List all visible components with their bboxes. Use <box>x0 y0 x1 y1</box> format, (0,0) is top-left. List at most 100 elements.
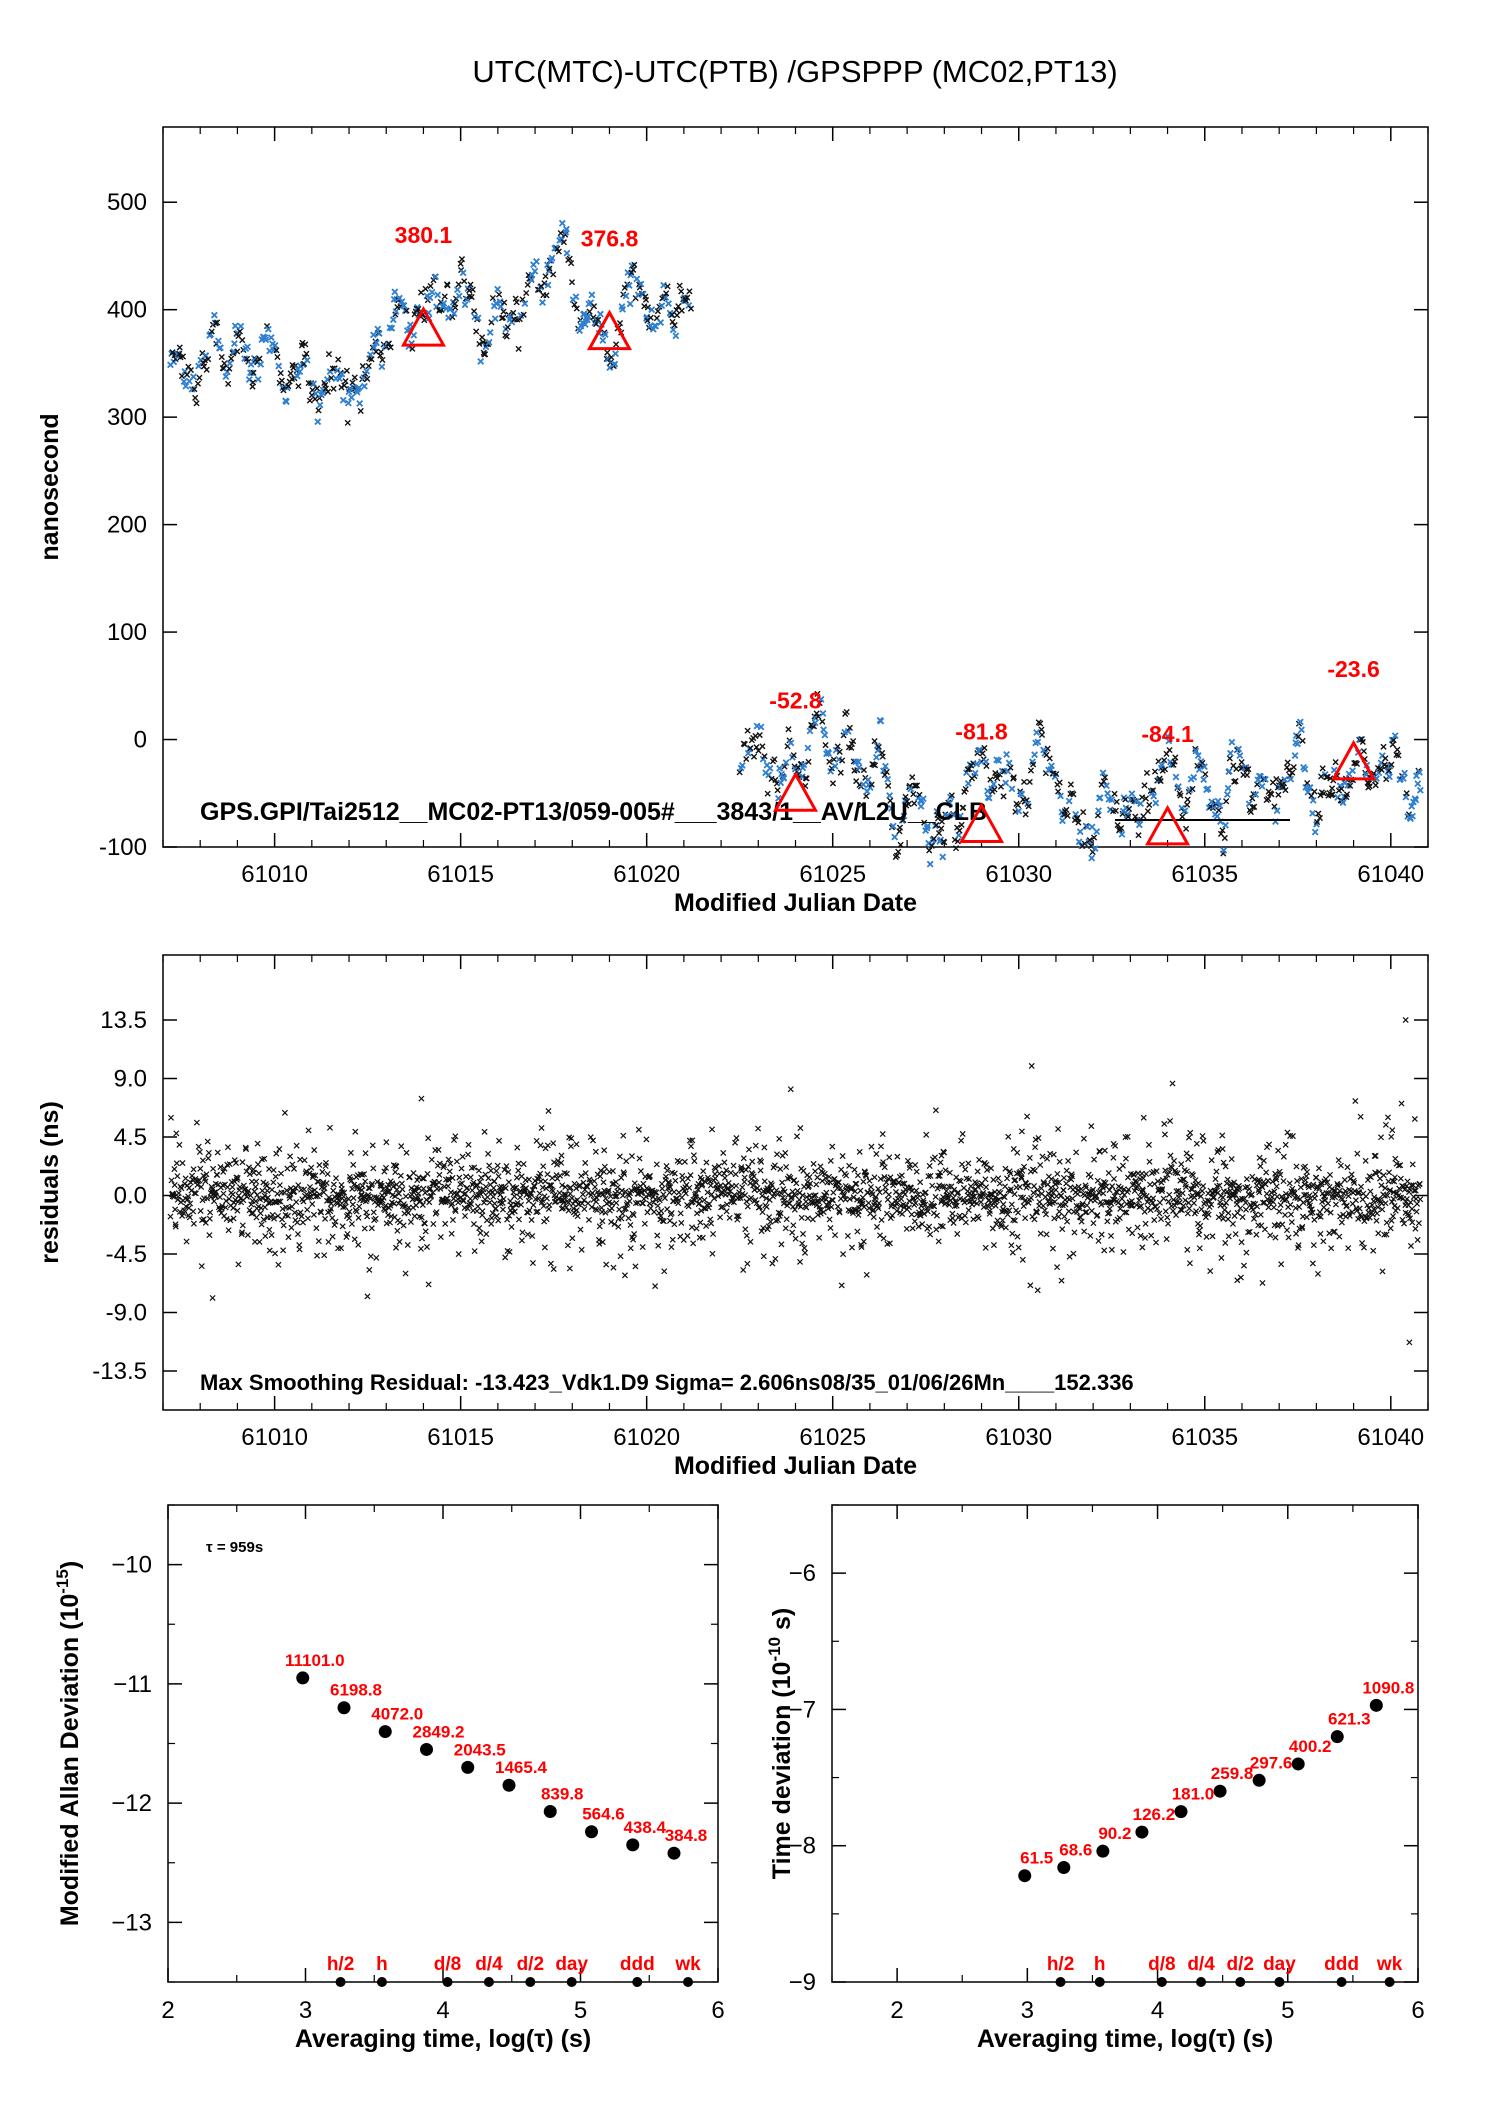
data-point <box>452 304 459 311</box>
data-point <box>1154 1205 1161 1212</box>
data-point <box>759 743 766 750</box>
data-point <box>505 1179 512 1186</box>
data-point <box>366 1185 373 1192</box>
data-point <box>977 1199 985 1206</box>
x-axis-label: Modified Julian Date <box>674 1452 917 1480</box>
data-point <box>854 1172 861 1179</box>
data-point <box>1251 803 1258 810</box>
data-point <box>563 1204 570 1211</box>
data-point <box>276 1146 283 1153</box>
data-point <box>1273 1183 1280 1190</box>
data-point <box>383 1139 390 1146</box>
data-point <box>1170 1196 1177 1203</box>
data-point <box>1026 778 1033 786</box>
data-point <box>868 1143 875 1150</box>
data-point <box>294 1231 301 1238</box>
data-point <box>462 1173 470 1180</box>
data-point <box>273 1150 280 1157</box>
data-point <box>1356 1205 1363 1212</box>
data-point <box>484 1194 491 1201</box>
data-point <box>1213 812 1221 820</box>
data-point <box>1218 1211 1225 1218</box>
data-point <box>905 801 912 808</box>
data-point <box>780 774 788 782</box>
data-point <box>1205 1211 1212 1218</box>
data-point <box>1143 769 1151 777</box>
data-point <box>351 374 358 381</box>
data-point <box>1275 791 1282 798</box>
data-point <box>208 328 215 335</box>
data-point <box>709 1126 716 1133</box>
data-point <box>461 278 468 285</box>
data-point <box>802 1198 809 1205</box>
data-point <box>469 286 476 293</box>
data-point <box>355 1241 362 1248</box>
data-point <box>288 1203 296 1210</box>
data-point <box>521 300 529 308</box>
data-point <box>410 331 418 339</box>
data-point <box>1093 828 1101 836</box>
data-point <box>1200 1137 1207 1144</box>
data-point <box>504 1216 511 1223</box>
data-point <box>1190 773 1198 781</box>
data-point <box>1192 747 1200 755</box>
data-point <box>226 1161 233 1168</box>
data-point <box>1004 1175 1011 1182</box>
data-point <box>1245 766 1252 773</box>
data-point <box>643 1136 650 1143</box>
data-point <box>315 407 322 414</box>
data-point <box>931 1203 938 1210</box>
data-point <box>182 382 190 390</box>
data-point <box>452 1208 459 1215</box>
data-point <box>926 1162 933 1169</box>
data-point <box>588 291 596 299</box>
data-point <box>1199 1187 1206 1195</box>
data-point <box>1370 1206 1377 1213</box>
data-point <box>314 385 321 392</box>
data-point <box>1326 1230 1333 1237</box>
data-point <box>912 1200 919 1207</box>
data-point <box>917 1179 924 1186</box>
data-point <box>1317 1230 1324 1237</box>
data-point <box>364 375 371 382</box>
data-point <box>520 1161 527 1168</box>
data-point <box>700 1168 707 1175</box>
data-point <box>280 387 287 394</box>
data-point <box>823 1189 830 1196</box>
data-point <box>644 304 652 311</box>
data-point <box>960 804 967 811</box>
data-point <box>206 1215 213 1222</box>
data-point <box>1111 1193 1118 1200</box>
data-point <box>1382 1185 1389 1192</box>
data-point <box>446 1177 453 1184</box>
data-point <box>893 1200 900 1207</box>
data-point <box>549 1175 556 1182</box>
data-point <box>875 1185 882 1192</box>
data-point <box>540 1202 547 1210</box>
data-point <box>1012 1176 1019 1184</box>
data-point <box>499 1206 506 1213</box>
data-point <box>1335 1190 1342 1197</box>
data-point <box>1383 1231 1390 1238</box>
data-point <box>285 383 292 390</box>
data-point <box>935 829 943 837</box>
data-point <box>1181 807 1189 815</box>
y-tick-label: -9.0 <box>106 1300 147 1327</box>
data-point <box>789 1229 796 1236</box>
data-point <box>1412 1187 1419 1194</box>
data-point <box>491 1200 498 1207</box>
data-point <box>442 1220 449 1227</box>
data-point <box>935 1172 942 1179</box>
data-point <box>1234 1277 1241 1284</box>
data-point <box>316 395 323 402</box>
data-point <box>1238 1239 1245 1246</box>
data-point <box>1349 767 1356 775</box>
data-point <box>203 366 210 373</box>
data-point <box>1002 1165 1009 1172</box>
data-point <box>1208 798 1216 806</box>
data-point <box>423 1243 431 1250</box>
data-point <box>518 1237 525 1244</box>
data-point <box>666 1217 673 1224</box>
data-point <box>732 1171 739 1178</box>
